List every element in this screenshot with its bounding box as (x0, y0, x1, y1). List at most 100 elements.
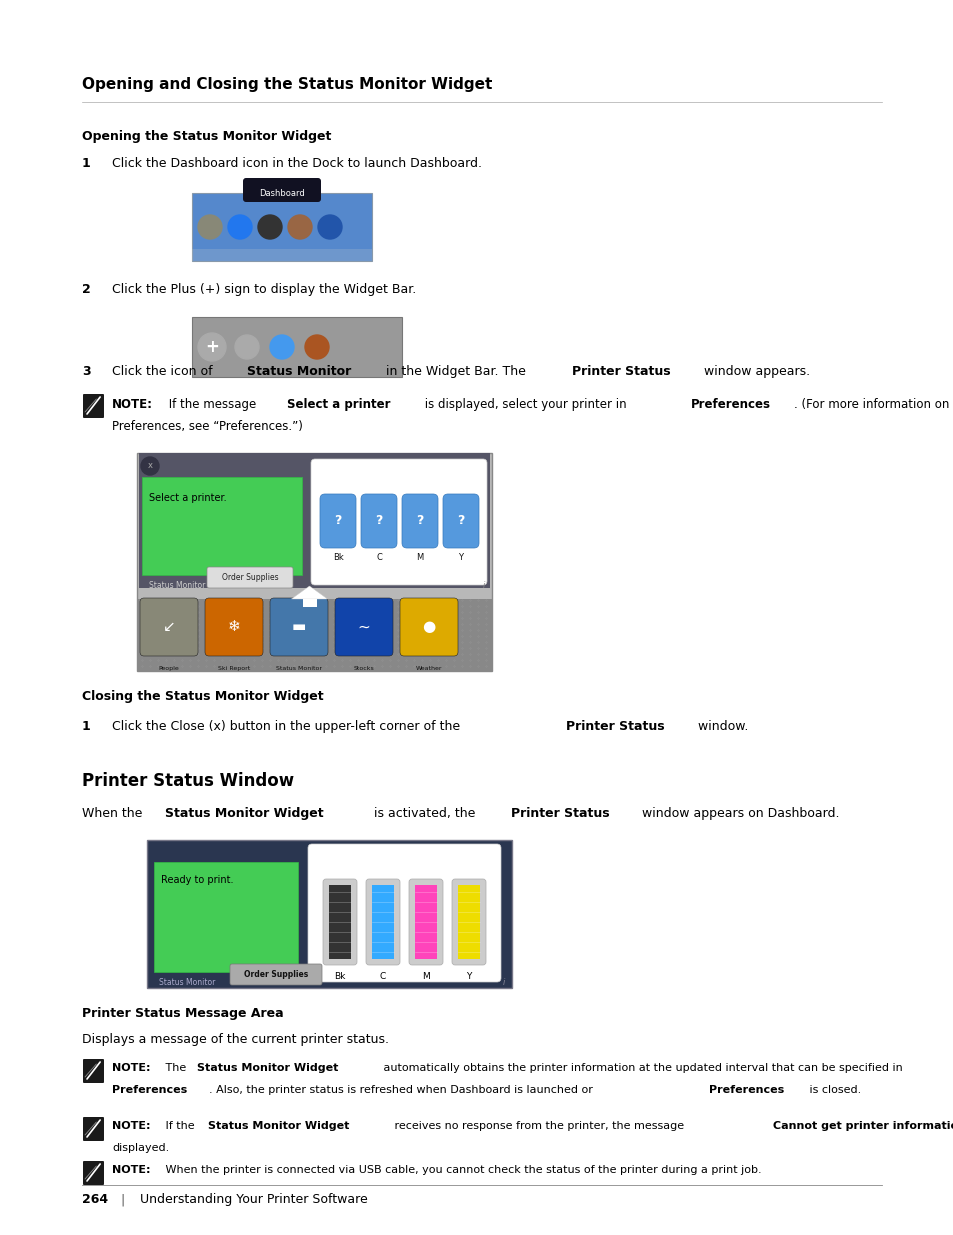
FancyBboxPatch shape (302, 599, 316, 606)
FancyBboxPatch shape (308, 844, 500, 982)
Text: Y: Y (466, 972, 471, 981)
Text: When the printer is connected via USB cable, you cannot check the status of the : When the printer is connected via USB ca… (161, 1165, 760, 1174)
Text: Ski Report: Ski Report (217, 666, 250, 671)
Text: window appears.: window appears. (699, 366, 809, 378)
FancyBboxPatch shape (140, 598, 198, 656)
Text: Weather: Weather (416, 666, 442, 671)
Text: The: The (161, 1063, 190, 1073)
Text: Order Supplies: Order Supplies (244, 969, 308, 979)
Text: |: | (120, 1193, 124, 1207)
Circle shape (228, 215, 252, 240)
Circle shape (198, 333, 226, 361)
Text: ❄: ❄ (228, 620, 240, 635)
Text: Stocks: Stocks (354, 666, 374, 671)
FancyBboxPatch shape (452, 879, 485, 965)
FancyBboxPatch shape (230, 965, 322, 986)
FancyBboxPatch shape (83, 1058, 104, 1083)
Polygon shape (292, 585, 327, 599)
Text: C: C (379, 972, 386, 981)
FancyBboxPatch shape (335, 598, 393, 656)
Text: . (For more information on: . (For more information on (794, 398, 949, 411)
Circle shape (141, 457, 159, 475)
Text: +: + (205, 338, 218, 356)
Text: Preferences, see “Preferences.”): Preferences, see “Preferences.”) (112, 420, 302, 433)
Text: Click the Close (x) button in the upper-left corner of the: Click the Close (x) button in the upper-… (112, 720, 464, 734)
FancyBboxPatch shape (83, 394, 104, 417)
FancyBboxPatch shape (323, 879, 356, 965)
Text: NOTE:: NOTE: (112, 398, 152, 411)
FancyBboxPatch shape (311, 459, 486, 585)
Text: NOTE:: NOTE: (112, 1121, 151, 1131)
Text: . Also, the printer status is refreshed when Dashboard is launched or: . Also, the printer status is refreshed … (209, 1086, 596, 1095)
Text: Status Monitor Widget: Status Monitor Widget (208, 1121, 350, 1131)
Text: ●: ● (422, 620, 436, 635)
Text: NOTE:: NOTE: (112, 1165, 151, 1174)
FancyBboxPatch shape (415, 885, 436, 960)
Text: Printer Status Message Area: Printer Status Message Area (82, 1007, 283, 1020)
FancyBboxPatch shape (142, 477, 302, 576)
Text: 1: 1 (82, 157, 91, 170)
Text: Select a printer.: Select a printer. (149, 493, 227, 503)
Text: Estimated Toner Level:: Estimated Toner Level: (319, 858, 416, 867)
Text: If the: If the (161, 1121, 197, 1131)
FancyBboxPatch shape (409, 879, 442, 965)
FancyBboxPatch shape (270, 598, 328, 656)
FancyBboxPatch shape (399, 598, 457, 656)
Circle shape (234, 335, 258, 359)
Circle shape (270, 335, 294, 359)
FancyBboxPatch shape (137, 453, 492, 671)
Text: Y: Y (458, 553, 463, 562)
Text: Bk: Bk (334, 972, 345, 981)
Text: automatically obtains the printer information at the updated interval that can b: automatically obtains the printer inform… (379, 1063, 902, 1073)
FancyBboxPatch shape (207, 567, 293, 588)
Circle shape (198, 215, 222, 240)
FancyBboxPatch shape (243, 178, 320, 203)
Text: Printer Status: Printer Status (511, 806, 609, 820)
FancyBboxPatch shape (442, 494, 478, 548)
Text: is closed.: is closed. (805, 1086, 861, 1095)
Text: Printer Status Window: Printer Status Window (82, 772, 294, 790)
Text: i: i (482, 580, 485, 590)
Text: Opening and Closing the Status Monitor Widget: Opening and Closing the Status Monitor W… (82, 77, 492, 91)
FancyBboxPatch shape (153, 862, 297, 972)
Text: Order Supplies: Order Supplies (221, 573, 278, 582)
Circle shape (317, 215, 341, 240)
FancyBboxPatch shape (83, 1116, 104, 1141)
Text: Preferences: Preferences (112, 1086, 187, 1095)
Text: Closing the Status Monitor Widget: Closing the Status Monitor Widget (82, 690, 323, 703)
FancyBboxPatch shape (83, 1161, 104, 1186)
Text: When the: When the (82, 806, 146, 820)
Text: 264: 264 (82, 1193, 108, 1207)
Text: Opening the Status Monitor Widget: Opening the Status Monitor Widget (82, 130, 331, 143)
Text: displayed.: displayed. (112, 1144, 169, 1153)
Text: If the message: If the message (165, 398, 259, 411)
Text: Dashboard: Dashboard (259, 189, 305, 198)
Text: is displayed, select your printer in: is displayed, select your printer in (420, 398, 630, 411)
Text: ?: ? (334, 515, 341, 527)
Text: is activated, the: is activated, the (370, 806, 478, 820)
Text: C: C (375, 553, 381, 562)
FancyBboxPatch shape (147, 840, 512, 988)
FancyBboxPatch shape (139, 453, 490, 588)
Text: Select a printer: Select a printer (287, 398, 391, 411)
FancyBboxPatch shape (329, 885, 351, 960)
Text: Click the Plus (+) sign to display the Widget Bar.: Click the Plus (+) sign to display the W… (112, 283, 416, 296)
Text: Ready to print.: Ready to print. (161, 876, 233, 885)
Text: Estimated Toner Level:: Estimated Toner Level: (323, 471, 418, 480)
Text: Preferences: Preferences (691, 398, 770, 411)
Text: Click the icon of: Click the icon of (112, 366, 216, 378)
Text: receives no response from the printer, the message: receives no response from the printer, t… (391, 1121, 686, 1131)
Text: Displays a message of the current printer status.: Displays a message of the current printe… (82, 1032, 389, 1046)
Text: ?: ? (456, 515, 464, 527)
Text: Cannot get printer information: Cannot get printer information (773, 1121, 953, 1131)
Text: People: People (158, 666, 179, 671)
FancyBboxPatch shape (457, 885, 479, 960)
Text: Understanding Your Printer Software: Understanding Your Printer Software (140, 1193, 367, 1207)
Text: Status Monitor: Status Monitor (149, 580, 205, 590)
Circle shape (257, 215, 282, 240)
Text: Printer Status: Printer Status (566, 720, 664, 734)
FancyBboxPatch shape (360, 494, 396, 548)
Text: ?: ? (375, 515, 382, 527)
Text: Status Monitor Widget: Status Monitor Widget (165, 806, 323, 820)
FancyBboxPatch shape (192, 193, 372, 261)
